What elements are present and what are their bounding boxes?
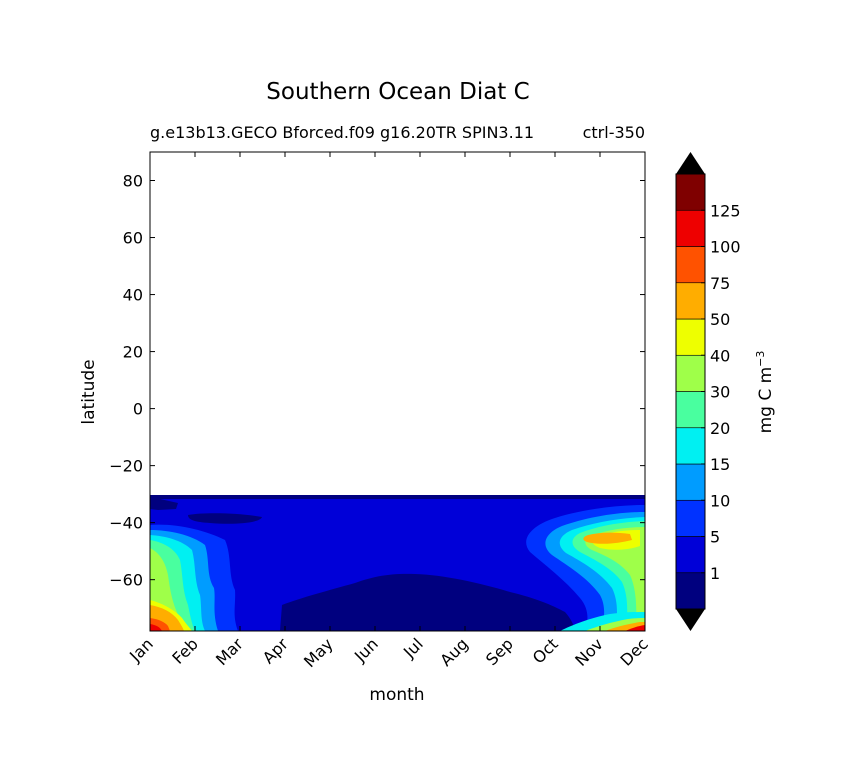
colorbar-tick-label: 50 [710,310,730,329]
colorbar-swatch [675,499,706,537]
x-tick-label: Dec [616,634,651,669]
contour-low-core [280,573,575,631]
colorbar-swatch [675,173,706,211]
colorbar-tick-label: 5 [710,528,720,547]
colorbar-tick-label: 100 [710,238,741,257]
x-tick-label: Feb [168,634,201,667]
x-tick-label: Jan [125,634,157,666]
y-axis-label: latitude [79,359,99,424]
y-axis: 80 60 40 20 0 −20 −40 −60 [109,172,645,590]
colorbar-tick-label: 20 [710,419,730,438]
x-tick-label: Oct [529,634,562,667]
x-axis-label: month [369,685,424,705]
colorbar-label-exponent: −3 [754,351,767,367]
y-tick-label: 0 [133,400,143,419]
x-tick-label: May [300,634,337,671]
colorbar-tick-label: 125 [710,201,741,220]
colorbar-tick-label: 30 [710,383,730,402]
contour-band-30-40-late [585,527,645,631]
colorbar-tick-label: 10 [710,491,730,510]
colorbar-swatch [675,282,706,320]
y-tick-label: 40 [123,286,143,305]
colorbar-swatch [675,572,706,610]
chart-subtitle-left: g.e13b13.GECO Bforced.f09 g16.20TR SPIN3… [150,123,534,142]
chart-title: Southern Ocean Diat C [266,79,529,105]
x-tick-label: Sep [482,634,517,669]
colorbar-tick-label: 1 [710,564,720,583]
contour-west-strip [150,499,178,510]
colorbar-label: mg C m−3 [754,351,776,434]
x-tick-label: Aug [436,634,472,670]
colorbar-label-text: mg C m [756,367,776,434]
colorbar-swatch [675,354,706,392]
ocean-northern-edge [150,495,645,499]
y-tick-label: −40 [109,514,143,533]
colorbar-tick-label: 75 [710,274,730,293]
y-tick-label: 80 [123,172,143,191]
colorbar-swatch [675,427,706,465]
chart-subtitle-right: ctrl-350 [583,123,645,142]
colorbar-swatch [675,463,706,501]
x-tick-label: Jun [350,634,382,666]
contour-band-100-125-dec [625,625,645,631]
colorbar-swatch [675,318,706,356]
x-tick-label: Mar [212,634,247,669]
plot-frame [149,151,646,632]
colorbar-tick-label: 40 [710,346,730,365]
contour-band-50-75-late [583,532,632,544]
contour-band-100-125-early [150,624,162,631]
y-tick-label: −60 [109,571,143,590]
contour-field [150,495,645,631]
colorbar-swatch [675,209,706,247]
colorbar-swatch [675,391,706,429]
contour-feb-filament [188,513,262,524]
colorbar-swatch [675,246,706,284]
x-tick-label: Jul [399,634,427,662]
y-tick-label: 60 [123,229,143,248]
colorbar-extend-min [676,609,705,631]
colorbar-tick-label: 15 [710,455,730,474]
x-tick-label: Nov [571,634,607,670]
colorbar-extend-max [676,152,705,174]
colorbar-swatch [675,536,706,574]
x-tick-label: Apr [259,634,292,667]
y-tick-label: −20 [109,457,143,476]
y-tick-label: 20 [123,343,143,362]
